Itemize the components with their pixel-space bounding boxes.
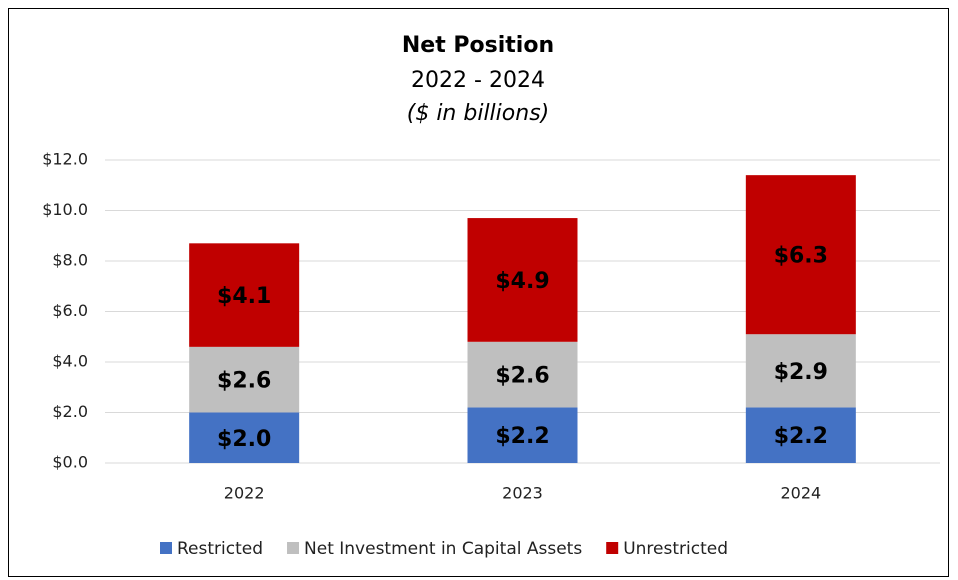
legend-label: Unrestricted [623, 539, 728, 559]
value-label: $2.6 [217, 369, 271, 394]
x-tick-label: 2024 [780, 484, 821, 503]
legend-label: Net Investment in Capital Assets [304, 539, 582, 559]
value-label: $2.6 [495, 364, 549, 389]
y-tick-label: $10.0 [42, 200, 88, 219]
y-tick-label: $0.0 [52, 453, 88, 472]
bar-segment [467, 341, 578, 408]
x-tick-label: 2022 [224, 484, 265, 503]
bar-segment [189, 243, 300, 347]
bar-segment [467, 407, 578, 463]
value-label: $4.1 [217, 284, 271, 309]
bar-segment [745, 334, 856, 408]
legend-swatch [160, 542, 172, 554]
bar-segment [189, 346, 300, 413]
y-tick-label: $2.0 [52, 402, 88, 421]
legend-swatch [606, 542, 619, 554]
y-tick-label: $6.0 [52, 301, 88, 320]
y-tick-label: $8.0 [52, 251, 88, 270]
value-label: $2.2 [774, 424, 828, 449]
x-tick-label: 2023 [502, 484, 543, 503]
value-label: $2.9 [774, 360, 828, 385]
chart-title: Net Position [402, 33, 554, 58]
chart-subtitle: 2022 - 2024 [411, 68, 545, 93]
bar-segment [189, 412, 300, 463]
value-label: $2.0 [217, 427, 271, 452]
value-label: $4.9 [495, 269, 549, 294]
legend-swatch [287, 542, 300, 554]
chart-note: ($ in billions) [407, 101, 549, 126]
y-tick-label: $12.0 [42, 150, 88, 169]
value-label: $6.3 [774, 244, 828, 269]
bar-segment [745, 175, 856, 335]
y-tick-label: $4.0 [52, 352, 88, 371]
bar-segment [745, 407, 856, 463]
value-label: $2.2 [495, 424, 549, 449]
legend-label: Restricted [177, 539, 263, 559]
bar-segment [467, 218, 578, 342]
